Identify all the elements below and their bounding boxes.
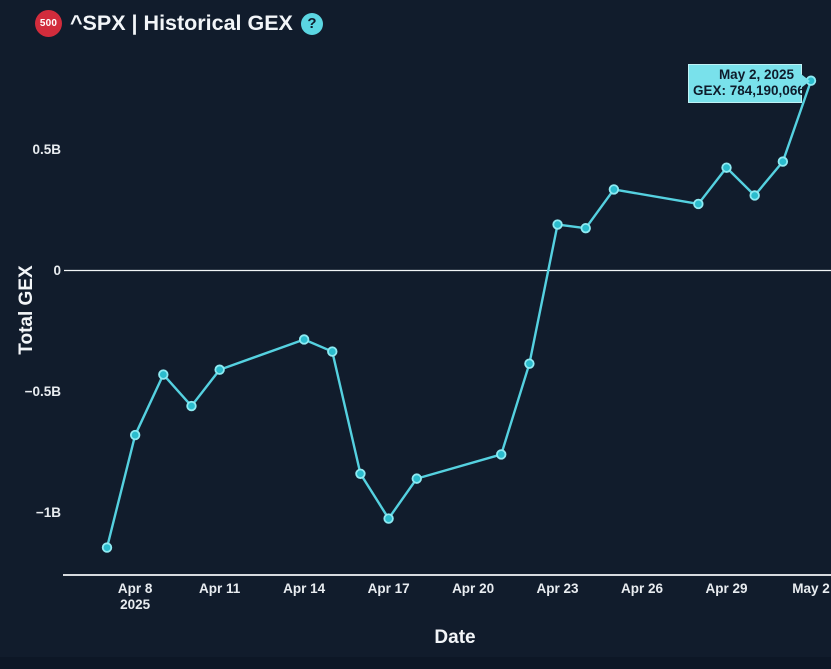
x-tick-year: 2025 [120, 597, 151, 612]
page-title: ^SPX | Historical GEX [70, 11, 293, 35]
x-tick-date: Apr 17 [367, 581, 410, 596]
x-tick-label: Apr 23 [518, 581, 598, 597]
data-point-apr-21-2025[interactable] [496, 449, 507, 460]
data-point-apr-11-2025[interactable] [214, 364, 225, 375]
x-tick-date: Apr 8 [117, 581, 153, 596]
data-point-apr-28-2025[interactable] [693, 198, 704, 210]
data-point-apr-23-2025[interactable] [552, 219, 563, 230]
data-point-apr-10-2025[interactable] [186, 400, 197, 412]
x-tick-label: May 2 [771, 581, 831, 597]
data-point-apr-14-2025[interactable] [298, 334, 310, 345]
data-point-apr-29-2025[interactable] [721, 162, 732, 173]
data-point-apr-22-2025[interactable] [524, 358, 535, 369]
data-point-apr-16-2025[interactable] [355, 468, 366, 479]
bottom-strip [0, 657, 831, 669]
x-tick-label: Apr 11 [180, 581, 260, 597]
y-tick-label: −0.5B [24, 383, 61, 399]
x-tick-date: Apr 23 [536, 581, 579, 596]
x-tick-label: Apr 17 [349, 581, 429, 597]
data-point-apr-24-2025[interactable] [580, 222, 591, 234]
x-tick-date: Apr 11 [198, 581, 241, 596]
data-point-apr-7-2025[interactable] [101, 542, 113, 553]
y-tick-label: 0.5B [32, 141, 61, 157]
y-tick-label: −1B [35, 504, 61, 520]
gex-line-series [105, 80, 813, 548]
chart-header: 500 ^SPX | Historical GEX ? [35, 10, 323, 37]
data-point-may-1-2025[interactable] [777, 156, 789, 167]
data-point-apr-9-2025[interactable] [158, 369, 169, 380]
data-point-apr-17-2025[interactable] [383, 513, 394, 524]
x-tick-date: Apr 20 [452, 581, 495, 596]
y-tick-label: 0 [53, 262, 61, 278]
tooltip-date: May 2, 2025 [718, 67, 794, 82]
x-tick-date: Apr 29 [705, 581, 748, 596]
data-point-apr-8-2025[interactable] [129, 429, 141, 441]
data-point-apr-30-2025[interactable] [749, 190, 760, 201]
x-tick-label: Apr 29 [687, 581, 767, 597]
x-tick-date: Apr 14 [283, 581, 326, 596]
x-tick-label: Apr 14 [264, 581, 344, 597]
tooltip-arrow [801, 74, 810, 88]
data-point-apr-15-2025[interactable] [327, 346, 338, 357]
tooltip-gex-value: GEX: 784,190,066 [693, 83, 805, 98]
x-axis-title: Date [434, 627, 476, 648]
x-tick-date: May 2 [792, 581, 830, 596]
data-point-apr-18-2025[interactable] [411, 473, 422, 484]
hover-tooltip: May 2, 2025 GEX: 784,190,066 [688, 64, 810, 103]
data-point-apr-25-2025[interactable] [608, 184, 620, 195]
x-tick-label: Apr 8 2025 [95, 581, 175, 613]
x-tick-date: Apr 26 [621, 581, 664, 596]
x-tick-label: Apr 26 [602, 581, 682, 597]
help-icon[interactable]: ? [300, 12, 323, 35]
sp500-badge-icon: 500 [35, 10, 62, 37]
x-tick-label: Apr 20 [433, 581, 513, 597]
